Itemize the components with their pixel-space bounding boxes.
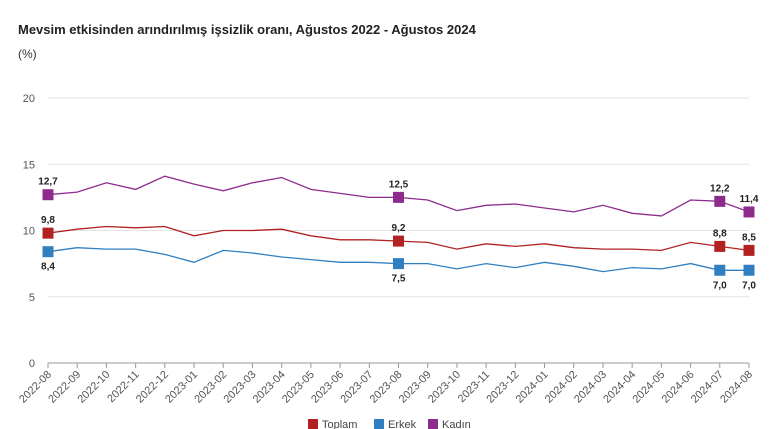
data-label-erkek: 7,5 bbox=[392, 274, 406, 285]
data-label-erkek: 8,4 bbox=[41, 262, 55, 273]
x-tick-label: 2022-10 bbox=[76, 369, 113, 406]
marker-toplam bbox=[743, 244, 755, 256]
marker-toplam bbox=[393, 235, 404, 247]
y-tick-label: 20 bbox=[23, 93, 35, 105]
y-tick-label: 15 bbox=[23, 159, 35, 171]
y-tick-label: 0 bbox=[29, 358, 35, 370]
marker-erkek bbox=[42, 246, 54, 258]
data-label-toplam: 9,8 bbox=[41, 215, 55, 226]
legend-swatch-kadin bbox=[428, 419, 438, 429]
legend-label-erkek: Erkek bbox=[388, 419, 417, 429]
data-label-toplam: 8,8 bbox=[713, 228, 727, 239]
y-tick-label: 5 bbox=[29, 292, 35, 304]
legend: Toplam Erkek Kadın bbox=[308, 419, 471, 429]
legend-swatch-toplam bbox=[308, 419, 318, 429]
marker-erkek bbox=[714, 264, 726, 276]
legend-swatch-erkek bbox=[374, 419, 384, 429]
x-tick-label: 2024-08 bbox=[718, 369, 755, 406]
legend-label-toplam: Toplam bbox=[322, 419, 357, 429]
marker-kadin bbox=[743, 206, 755, 218]
y-tick-label: 10 bbox=[23, 226, 35, 238]
data-label-erkek: 7,0 bbox=[742, 280, 756, 291]
data-label-kadin: 12,2 bbox=[710, 183, 730, 194]
legend-label-kadin: Kadın bbox=[442, 419, 471, 429]
marker-toplam bbox=[42, 227, 54, 239]
marker-kadin bbox=[714, 195, 726, 207]
unit-label: (%) bbox=[18, 47, 37, 61]
data-label-toplam: 8,5 bbox=[742, 232, 756, 243]
marker-erkek bbox=[393, 258, 404, 270]
marker-toplam bbox=[714, 240, 726, 252]
marker-kadin bbox=[42, 189, 54, 201]
x-tick-label: 2023-10 bbox=[426, 369, 463, 406]
data-label-erkek: 7,0 bbox=[713, 280, 727, 291]
data-label-kadin: 12,7 bbox=[38, 177, 58, 188]
chart-title: Mevsim etkisinden arındırılmış işsizlik … bbox=[18, 22, 476, 37]
marker-kadin bbox=[393, 191, 404, 203]
data-label-kadin: 12,5 bbox=[389, 179, 409, 190]
marker-erkek bbox=[743, 264, 755, 276]
data-label-toplam: 9,2 bbox=[392, 223, 406, 234]
data-label-kadin: 11,4 bbox=[740, 194, 759, 205]
series-markers: 9,8 9,2 8,8 8,5 8,4 7,5 7,0 7,0 12,7 12,5 12,2 11,4 bbox=[38, 177, 759, 292]
